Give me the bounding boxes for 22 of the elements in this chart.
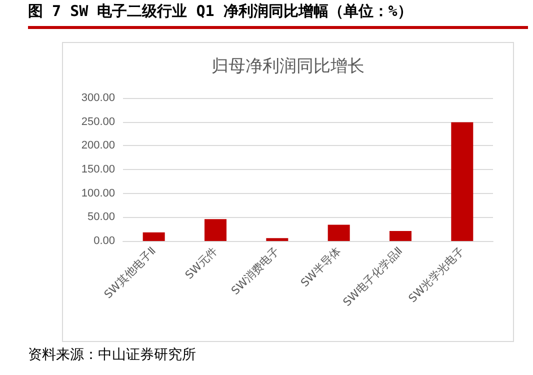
x-tick-label: SW消费电子 [228,244,282,298]
x-tick-label: SW元件 [182,244,220,282]
chart-subtitle: 归母净利润同比增长 [212,56,364,76]
chart-title: 图 7 SW 电子二级行业 Q1 净利润同比增幅（单位：%） [28,2,528,29]
y-tick-label: 300.00 [81,92,115,104]
y-tick-label: 250.00 [81,116,115,128]
bar [204,219,226,241]
y-tick-label: 50.00 [87,211,115,224]
x-tick-label: SW电子化学品Ⅱ [340,244,406,309]
text: 资料来源：中山证券研究所 [28,346,196,364]
y-tick-label: 150.00 [81,164,115,176]
y-tick-label: 0.00 [94,235,115,247]
x-tick-label: SW其他电子Ⅱ [102,244,158,302]
y-tick-label: 200.00 [81,140,115,152]
bar [390,230,412,241]
x-tick-label: SW光学光电子 [406,244,467,306]
bar [328,224,350,241]
bar [266,238,288,241]
x-tick-label: SW半导体 [298,244,344,290]
bar [142,232,165,241]
y-tick-label: 100.00 [81,187,115,200]
bar [451,122,474,241]
